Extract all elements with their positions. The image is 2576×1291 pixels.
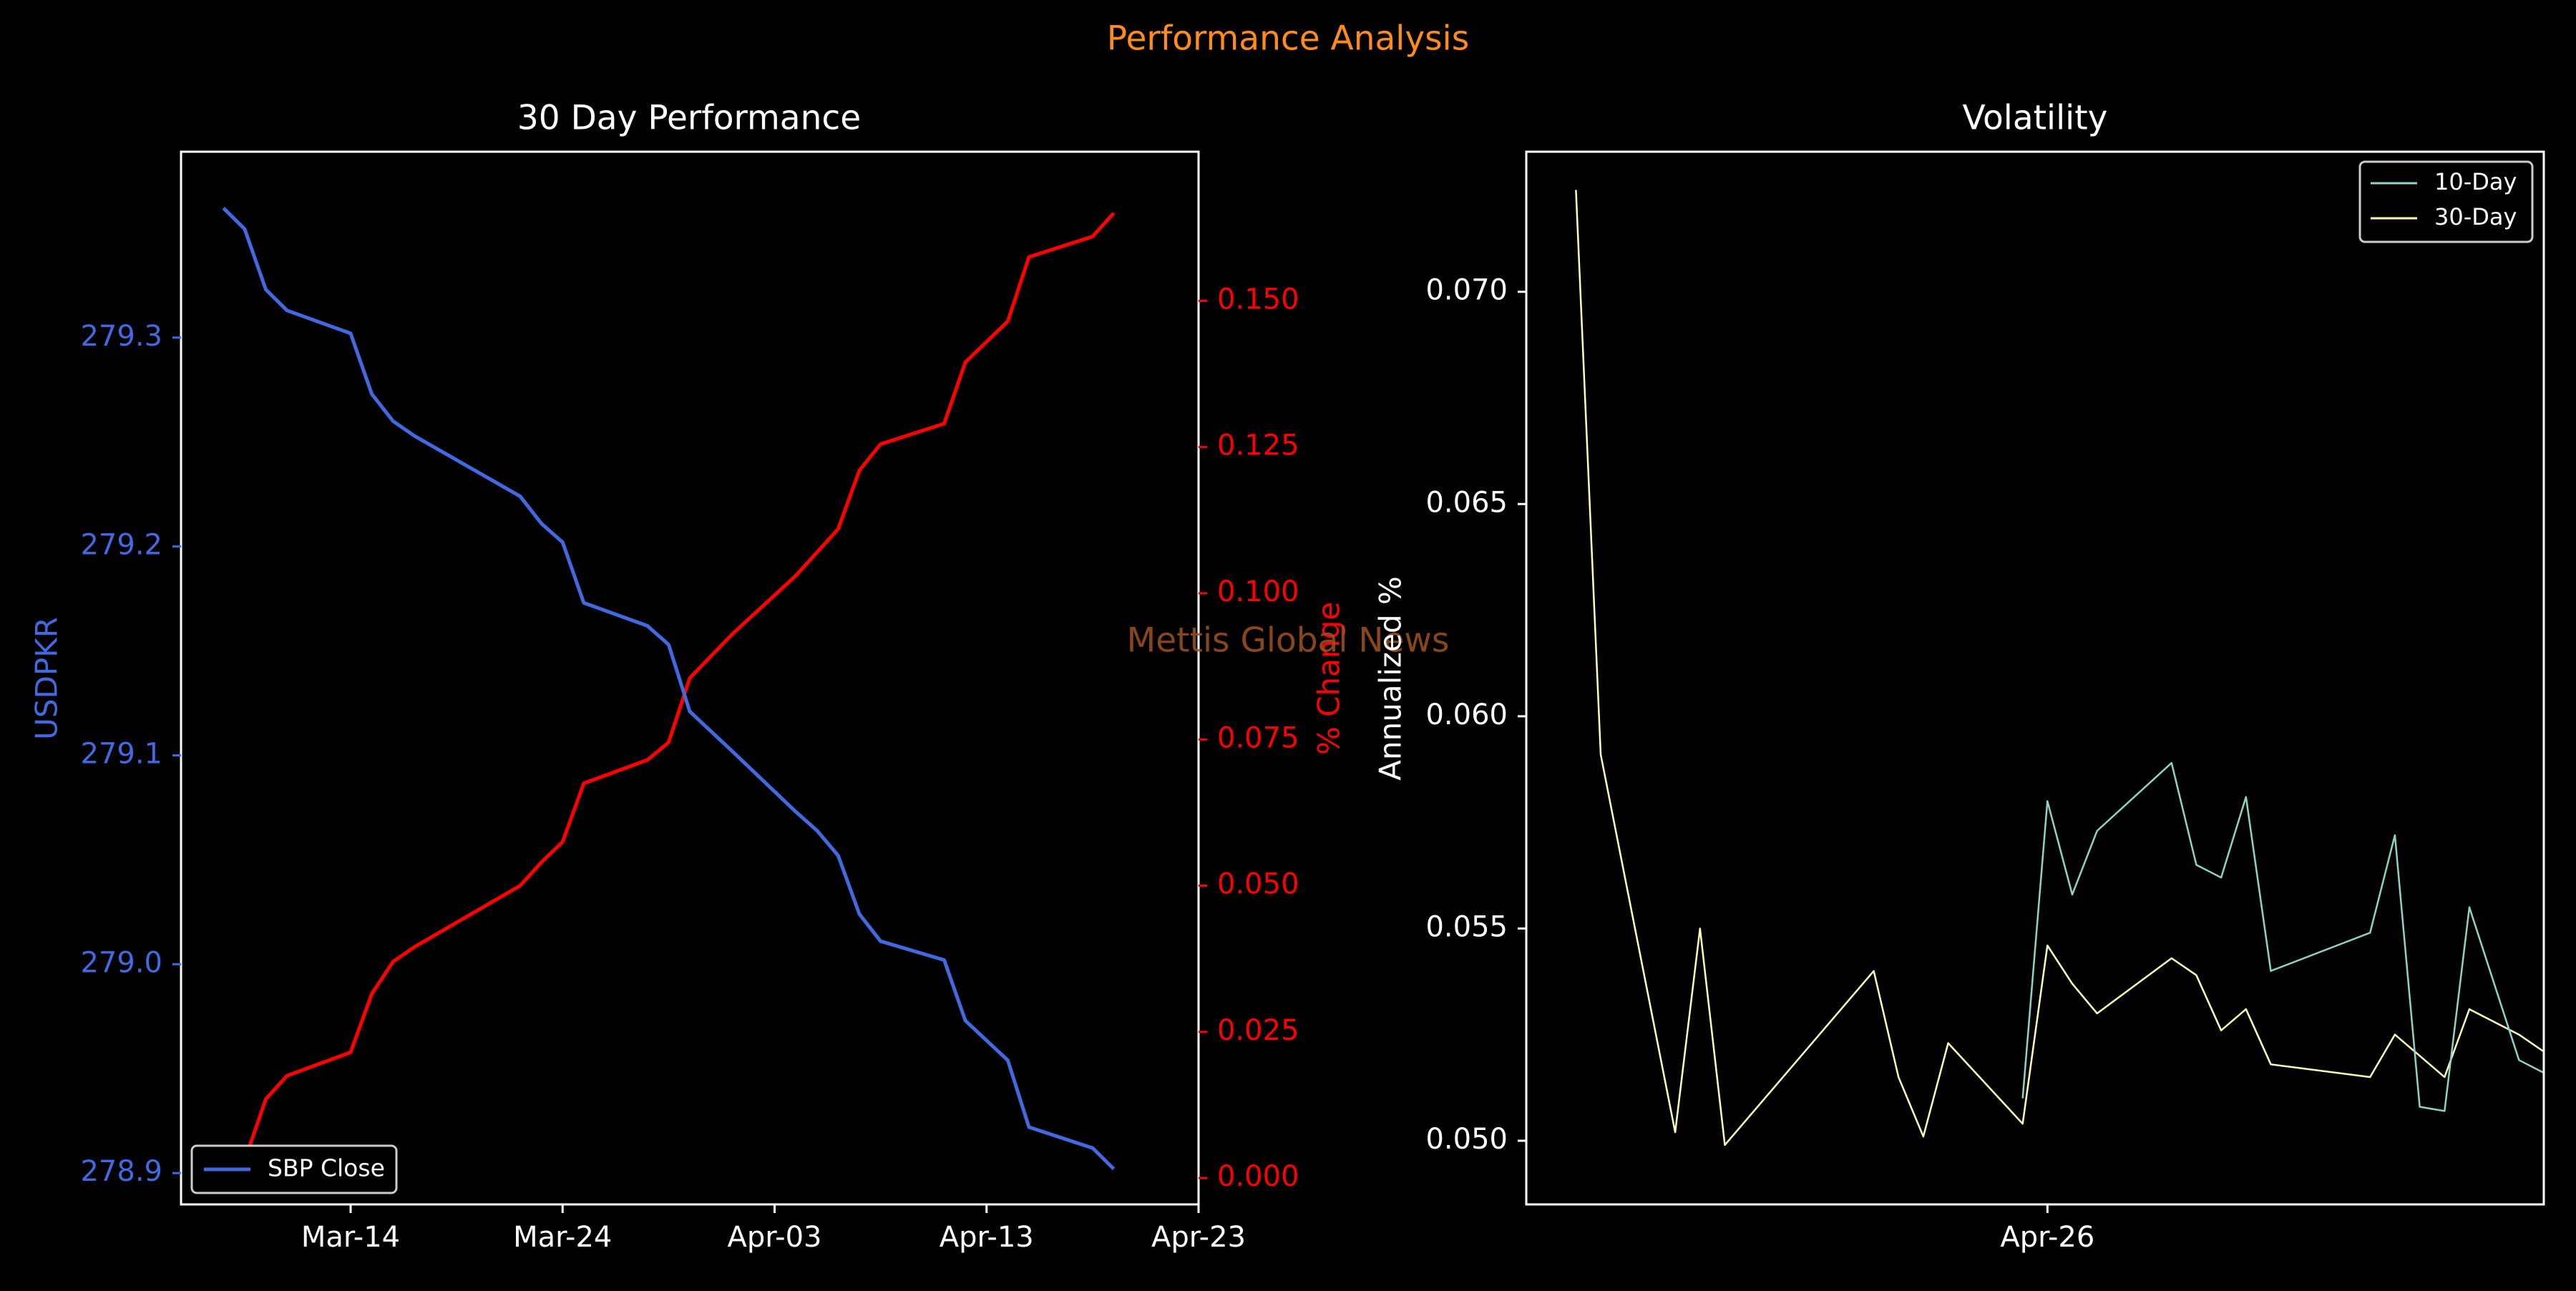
y-tick-label-right: 0.000 bbox=[1217, 1160, 1299, 1193]
line-pct-change bbox=[222, 212, 1116, 1180]
y-tick-label-right: 0.125 bbox=[1217, 429, 1299, 462]
legend-box bbox=[2358, 160, 2534, 243]
y-tick-label-left: 279.2 bbox=[80, 529, 162, 562]
y-tick-label: 0.050 bbox=[1425, 1123, 1508, 1156]
y-tick-label: 0.060 bbox=[1425, 698, 1508, 731]
line-vol-30-day bbox=[1575, 190, 2545, 1146]
chart-right-frame bbox=[1525, 150, 2545, 1206]
x-tick-label: Apr-26 bbox=[2000, 1221, 2094, 1254]
chart-right-legend: 10-Day 30-Day bbox=[2358, 160, 2534, 243]
y-tick-label-left: 279.3 bbox=[80, 320, 162, 353]
chart-left-title: 30 Day Performance bbox=[517, 99, 861, 138]
y-tick-label-left: 279.0 bbox=[80, 946, 162, 979]
y-tick-label: 0.070 bbox=[1425, 274, 1508, 307]
legend-box bbox=[190, 1144, 398, 1194]
y-tick-label-right: 0.025 bbox=[1217, 1014, 1299, 1047]
legend-label-sbp-close: SBP Close bbox=[268, 1154, 385, 1182]
line-vol-10-day bbox=[2021, 761, 2545, 1112]
chart-left-ylabel-right: % Change bbox=[1312, 602, 1347, 755]
legend-label-30-day: 30-Day bbox=[2434, 203, 2517, 230]
y-tick-label-right: 0.150 bbox=[1217, 283, 1299, 316]
legend-label-10-day: 10-Day bbox=[2434, 168, 2517, 195]
y-tick-label-right: 0.050 bbox=[1217, 868, 1299, 901]
y-tick-label: 0.065 bbox=[1425, 486, 1508, 519]
watermark: Mettis Global News bbox=[1127, 621, 1450, 661]
chart-right: Volatility Apr-26 0.050 0.055 0.060 0.065 0.… bbox=[1373, 99, 2545, 1254]
x-tick-label: Apr-03 bbox=[728, 1221, 822, 1254]
y-tick-label-right: 0.075 bbox=[1217, 721, 1299, 754]
y-tick-label-left: 278.9 bbox=[80, 1155, 162, 1188]
chart-left-frame bbox=[180, 150, 1200, 1206]
y-tick-label: 0.055 bbox=[1425, 910, 1508, 943]
chart-left-ylabel: USDPKR bbox=[29, 617, 64, 740]
x-tick-label: Mar-24 bbox=[513, 1221, 612, 1254]
y-tick-label-left: 279.1 bbox=[80, 737, 162, 770]
chart-left-legend: SBP Close bbox=[190, 1144, 398, 1194]
figure-title: Performance Analysis bbox=[1107, 19, 1469, 59]
chart-right-title: Volatility bbox=[1963, 99, 2108, 138]
line-sbp-close bbox=[222, 207, 1116, 1171]
x-tick-label: Mar-14 bbox=[301, 1221, 400, 1254]
chart-right-ylabel: Annualized % bbox=[1373, 576, 1408, 780]
chart-left: 30 Day Performance Mar-14 Mar-24 Apr-03 Apr… bbox=[29, 99, 1347, 1255]
x-tick-label: Apr-13 bbox=[940, 1221, 1034, 1254]
x-tick-label: Apr-23 bbox=[1151, 1221, 1246, 1254]
y-tick-label-right: 0.100 bbox=[1217, 575, 1299, 608]
